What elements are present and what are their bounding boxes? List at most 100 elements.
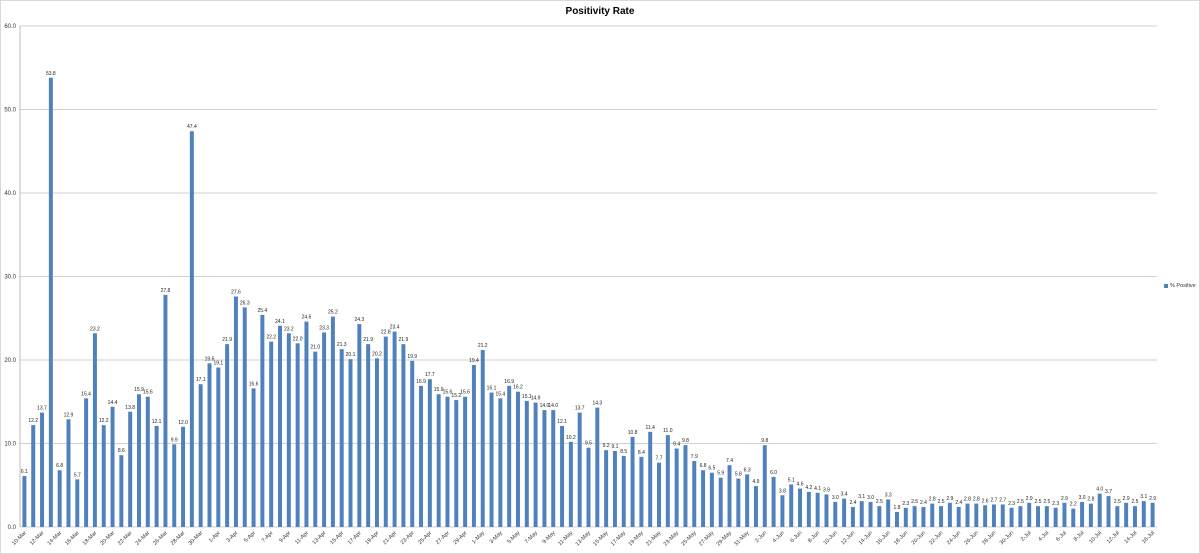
bar (630, 436, 635, 527)
data-label: 2.9 (1149, 496, 1156, 502)
bar (718, 477, 723, 527)
data-label: 2.2 (1070, 502, 1077, 508)
bar (833, 501, 838, 527)
bar (154, 425, 159, 527)
data-label: 19.4 (469, 358, 479, 364)
bar (692, 461, 697, 527)
x-tick-label: 21-Apr (382, 530, 398, 546)
data-label: 16.9 (504, 379, 514, 385)
bar (842, 498, 847, 527)
data-label: 13.8 (125, 405, 135, 411)
data-label: 21.2 (478, 343, 488, 349)
bar (612, 451, 617, 527)
data-label: 14.4 (108, 400, 118, 406)
data-label: 9.5 (585, 441, 592, 447)
x-tick-label: 24-Mar (135, 530, 152, 547)
data-label: 2.8 (1087, 497, 1094, 503)
bar (454, 400, 459, 527)
x-tick-label: 26-Mar (152, 530, 169, 547)
bar (480, 349, 485, 527)
data-label: 2.7 (990, 497, 997, 503)
data-label: 2.9 (946, 496, 953, 502)
data-label: 6.0 (770, 470, 777, 476)
bar (1071, 508, 1076, 527)
bar (286, 333, 291, 527)
bar (1080, 501, 1085, 527)
data-label: 13.7 (575, 406, 585, 412)
data-label: 12.1 (152, 419, 162, 425)
bar (498, 398, 503, 527)
data-label: 4.9 (752, 479, 759, 485)
bar (956, 506, 961, 527)
bar (542, 410, 547, 527)
x-tick-label: 17-Apr (347, 530, 363, 546)
x-tick-label: 13-May (575, 530, 592, 547)
bar (66, 419, 71, 527)
bar (40, 412, 45, 527)
data-label: 2.4 (849, 500, 856, 506)
bar (198, 384, 203, 527)
x-tick-label: 6-Jun (789, 530, 803, 544)
x-tick-label: 23-Apr (400, 530, 416, 546)
data-label: 15.1 (522, 394, 532, 400)
data-label: 16.6 (249, 381, 259, 387)
data-label: 3.1 (858, 494, 865, 500)
data-label: 12.9 (64, 412, 74, 418)
bar (374, 358, 379, 527)
bar (216, 367, 221, 527)
x-tick-label: 12-Jun (840, 530, 856, 546)
bar (1124, 502, 1129, 527)
x-tick-label: 3-May (489, 530, 504, 545)
chart-title: Positivity Rate (565, 6, 635, 17)
data-label: 2.3 (902, 501, 909, 507)
x-tick-label: 30-Jun (999, 530, 1015, 546)
x-tick-label: 27-May (698, 530, 715, 547)
x-tick-label: 5-May (506, 530, 521, 545)
data-label: 9.8 (761, 438, 768, 444)
y-tick-label: 0.0 (8, 525, 17, 531)
x-tick-label: 9-Apr (278, 530, 292, 544)
x-tick-label: 2-Jul (1020, 530, 1033, 543)
data-label: 2.5 (1043, 499, 1050, 505)
bar (84, 398, 89, 527)
data-label: 2.5 (1017, 499, 1024, 505)
bar (507, 385, 512, 527)
data-label: 27.6 (231, 290, 241, 296)
data-label: 2.5 (876, 499, 883, 505)
x-tick-label: 25-May (680, 530, 697, 547)
bar (665, 435, 670, 527)
data-label: 3.0 (867, 495, 874, 501)
data-label: 21.3 (337, 342, 347, 348)
data-label: 15.9 (434, 387, 444, 393)
data-label: 22.2 (266, 335, 276, 341)
data-label: 2.8 (929, 497, 936, 503)
data-label: 9.9 (171, 437, 178, 443)
bar (577, 412, 582, 527)
data-label: 16.9 (416, 379, 426, 385)
data-label: 3.7 (1105, 489, 1112, 495)
data-label: 14.0 (548, 403, 558, 409)
bar (383, 336, 388, 527)
bar (657, 462, 661, 527)
bar (163, 294, 168, 527)
x-tick-label: 6-Jul (1055, 530, 1068, 543)
bar (727, 465, 732, 527)
bar (886, 499, 891, 527)
data-label: 2.8 (964, 497, 971, 503)
bar (806, 491, 811, 527)
bar (533, 402, 538, 527)
data-label: 2.5 (938, 499, 945, 505)
data-label: 2.7 (999, 497, 1006, 503)
x-tick-label: 21-May (645, 530, 662, 547)
x-tick-label: 20-Mar (99, 530, 116, 547)
x-tick-label: 4-Jul (1038, 530, 1051, 543)
bar (119, 455, 124, 527)
data-label: 2.8 (973, 497, 980, 503)
data-label: 12.0 (178, 420, 188, 426)
y-tick-label: 30.0 (4, 275, 16, 281)
data-label: 15.4 (81, 391, 91, 397)
bar (1150, 502, 1155, 527)
x-tick-label: 30-Mar (188, 530, 205, 547)
x-tick-label: 19-May (628, 530, 645, 547)
x-tick-label: 9-May (542, 530, 557, 545)
